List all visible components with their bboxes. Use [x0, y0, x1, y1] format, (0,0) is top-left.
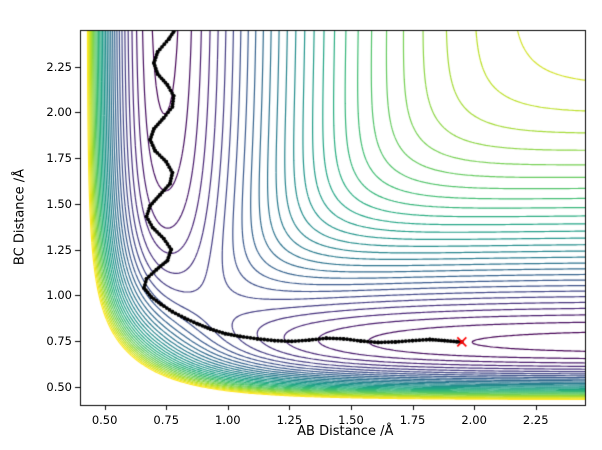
x-axis-title: AB Distance /Å [297, 424, 394, 439]
y-axis-title: BC Distance /Å [12, 168, 28, 266]
